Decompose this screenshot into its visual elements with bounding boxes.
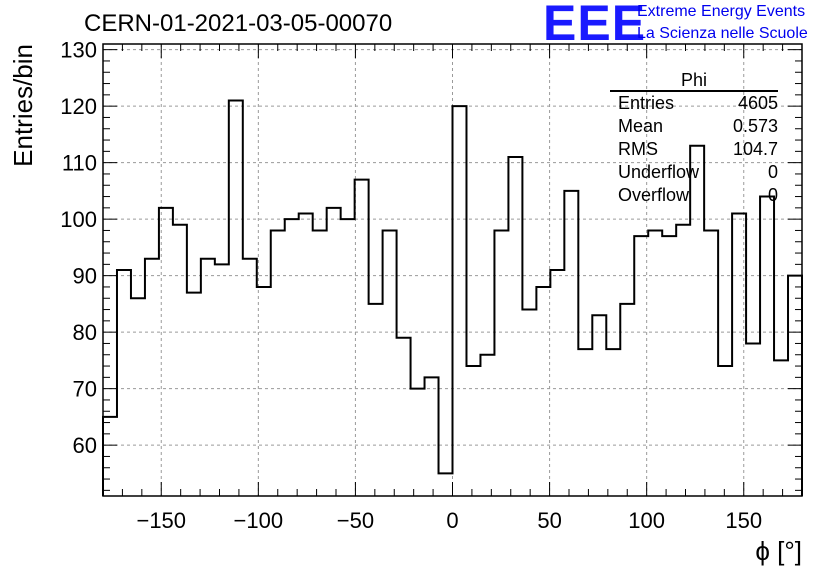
y-tick-label: 110 <box>62 151 97 176</box>
x-tick-label: 150 <box>725 508 762 533</box>
histogram-bin <box>718 366 732 496</box>
histogram-bin <box>592 315 606 496</box>
y-tick-label: 90 <box>73 264 97 289</box>
histogram-bin <box>327 208 341 496</box>
histogram-bin <box>522 310 536 496</box>
y-tick-label: 70 <box>73 377 97 402</box>
stats-divider <box>610 90 778 92</box>
x-tick-label: 50 <box>537 508 561 533</box>
histogram-bin <box>369 304 383 496</box>
x-tick-label: 0 <box>446 508 458 533</box>
histogram-bin <box>606 349 620 496</box>
histogram-bin <box>383 230 397 496</box>
histogram-bin <box>760 197 774 496</box>
histogram-bin <box>229 101 243 497</box>
histogram-bin <box>243 259 257 496</box>
histogram-bin <box>159 208 173 496</box>
stat-name: Underflow <box>618 162 700 182</box>
histogram-bin <box>439 473 453 496</box>
stat-value: 0 <box>767 185 778 205</box>
histogram-bin <box>355 180 369 496</box>
stat-value: 104.7 <box>732 139 778 159</box>
histogram-bin <box>453 106 467 496</box>
histogram-bin <box>732 214 746 497</box>
y-tick-label: 120 <box>60 94 97 119</box>
histogram-bin <box>285 219 299 496</box>
histogram-bin <box>494 230 508 496</box>
chart-title: CERN-01-2021-03-05-00070 <box>84 10 393 37</box>
histogram-bin <box>676 225 690 496</box>
histogram-bin <box>550 270 564 496</box>
histogram-bin <box>257 287 271 496</box>
y-tick-label: 60 <box>73 433 97 458</box>
histogram-bin <box>746 343 760 496</box>
x-tick-label: 100 <box>628 508 665 533</box>
histogram-bin <box>634 236 648 496</box>
histogram-bin <box>788 276 802 496</box>
histogram-bin <box>397 338 411 496</box>
histogram-bin <box>536 287 550 496</box>
stat-name: Entries <box>618 93 675 113</box>
histogram-bin <box>117 270 131 496</box>
logo-text-line1: Extreme Energy Events <box>637 3 806 20</box>
histogram-bin <box>620 304 634 496</box>
histogram-bin <box>662 236 676 496</box>
x-tick-label: −100 <box>234 508 284 533</box>
histogram-bin <box>508 157 522 496</box>
histogram-bin <box>411 389 425 496</box>
stat-row-entries: Entries 4605 <box>618 93 778 116</box>
histogram-bin <box>480 355 494 496</box>
stats-box: Phi Entries 4605 Mean 0.573 RMS 104.7 Un… <box>610 70 778 205</box>
x-axis-label: ϕ [°] <box>755 536 802 566</box>
histogram-bin <box>215 264 229 496</box>
stat-row-overflow: Overflow 0 <box>618 185 778 208</box>
stat-value: 0 <box>767 162 778 182</box>
histogram-bin <box>466 366 480 496</box>
stats-title: Phi <box>680 70 707 90</box>
histogram-bin <box>173 225 187 496</box>
histogram-bin <box>271 230 285 496</box>
stat-name: Overflow <box>618 185 690 205</box>
y-tick-label: 100 <box>60 207 97 232</box>
histogram-bin <box>299 214 313 497</box>
histogram-bin <box>774 360 788 496</box>
stat-value: 0.573 <box>732 116 778 136</box>
eee-logo: EEE <box>543 0 647 51</box>
plot-frame <box>102 43 803 497</box>
histogram-bin <box>564 191 578 496</box>
y-axis-label: Entries/bin <box>8 44 38 167</box>
x-tick-label: −50 <box>337 508 374 533</box>
y-tick-label: 130 <box>60 38 97 63</box>
histogram-bin <box>578 349 592 496</box>
histogram-bin <box>425 377 439 496</box>
histogram-bin <box>313 230 327 496</box>
x-tick-label: −150 <box>136 508 186 533</box>
histogram-outline <box>102 99 803 496</box>
histogram-bin <box>187 293 201 496</box>
stat-row-underflow: Underflow 0 <box>618 162 778 185</box>
stat-name: RMS <box>618 139 658 159</box>
histogram-bin <box>704 230 718 496</box>
histogram-bin <box>201 259 215 496</box>
stat-value: 4605 <box>737 93 778 113</box>
y-tick-label: 80 <box>73 320 97 345</box>
histogram-bin <box>648 230 662 496</box>
histogram-bin <box>145 259 159 496</box>
stat-name: Mean <box>618 116 664 136</box>
histogram-bin <box>131 298 145 496</box>
histogram-bin <box>341 219 355 496</box>
histogram-bin <box>103 417 117 496</box>
stat-row-rms: RMS 104.7 <box>618 139 778 162</box>
logo-text-line2: La Scienza nelle Scuole <box>637 25 808 42</box>
stat-row-mean: Mean 0.573 <box>618 116 778 139</box>
